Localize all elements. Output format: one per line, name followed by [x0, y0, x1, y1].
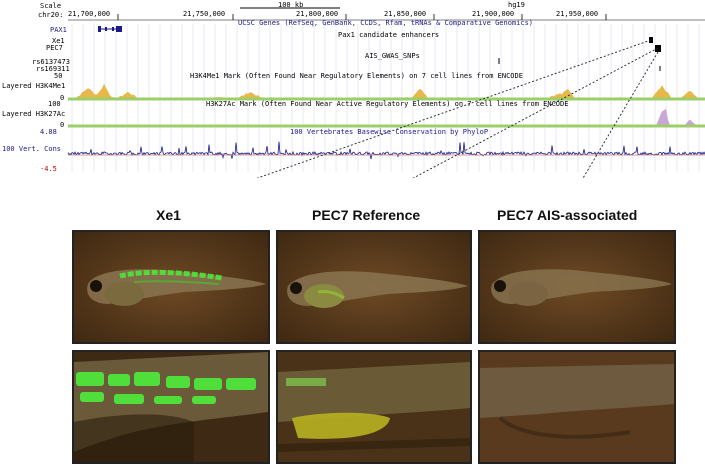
connector-pec7-ais — [582, 51, 659, 178]
h3k4-min: 0 — [60, 94, 65, 102]
browser-graphics — [67, 7, 705, 178]
panel-title-xe1: Xe1 — [156, 207, 181, 223]
pec7-ais-closeup-image — [478, 350, 676, 464]
connector-xe1 — [256, 39, 652, 178]
ruler-tick-label: 21,800,000 — [296, 10, 339, 18]
ruler-tick-label: 21,850,000 — [384, 10, 427, 18]
panel-title-pec7-ais: PEC7 AIS-associated — [497, 207, 638, 223]
scale-label: Scale — [40, 2, 62, 10]
conservation-signal — [67, 141, 705, 160]
cons-min: -4.5 — [40, 165, 57, 173]
cons-track-label[interactable]: 100 Vert. Cons — [2, 145, 62, 153]
xe1-whole-embryo-image — [72, 230, 270, 344]
enhancer-label-xe1: Xe1 — [52, 37, 65, 45]
ruler-tick-label: 21,950,000 — [556, 10, 599, 18]
h3k4-track-title[interactable]: H3K4Me1 Mark (Often Found Near Regulator… — [190, 72, 523, 80]
cons-track-title[interactable]: 100 Vertebrates Basewise Conservation by… — [290, 128, 489, 136]
assembly-label: hg19 — [508, 1, 525, 9]
scale-bar-label: 100 kb — [278, 1, 304, 9]
ruler-tick-label: 21,900,000 — [472, 10, 515, 18]
pec7-reference-closeup-image — [276, 350, 472, 464]
ruler-tick-label: 21,700,000 — [68, 10, 111, 18]
chrom-label: chr20: — [38, 11, 64, 19]
h3k4me1-signal — [68, 83, 705, 99]
h3k4-max: 50 — [54, 72, 63, 80]
gene-pax1-model[interactable] — [98, 26, 122, 32]
pec7-ais-whole-embryo-image — [478, 230, 676, 344]
cons-max: 4.88 — [40, 128, 57, 136]
ruler-tick-label: 21,750,000 — [183, 10, 226, 18]
h3k27-min: 0 — [60, 121, 65, 129]
h3k27-track-title[interactable]: H3K27Ac Mark (Often Found Near Active Re… — [206, 100, 569, 108]
h3k27ac-signal — [68, 108, 705, 126]
snp-label-rs169311: rs169311 — [36, 65, 70, 73]
h3k27-track-label[interactable]: Layered H3K27Ac — [2, 110, 66, 118]
snps-track-title[interactable]: AIS_GWAS_SNPs — [365, 52, 420, 60]
genome-browser-view: Scale chr20: 100 kb hg19 21,700,000 21,7… — [0, 0, 705, 178]
enhancers-track-title[interactable]: Pax1 candidate enhancers — [338, 31, 440, 39]
pec7-reference-whole-embryo-image — [276, 230, 472, 344]
ruler-ticks — [117, 14, 607, 20]
gene-label[interactable]: PAX1 — [50, 26, 67, 34]
snp-label-rs6137473: rs6137473 — [32, 58, 70, 66]
connector-pec7-reference — [412, 47, 659, 178]
panel-title-pec7-reference: PEC7 Reference — [312, 207, 421, 223]
xe1-closeup-image — [72, 350, 270, 464]
h3k4-track-label[interactable]: Layered H3K4Me1 — [2, 82, 66, 90]
genes-track-title[interactable]: UCSC Genes (RefSeq, GenBank, CCDS, Rfam,… — [238, 19, 534, 27]
h3k27-max: 100 — [48, 100, 61, 108]
enhancer-label-pec7: PEC7 — [46, 44, 63, 52]
